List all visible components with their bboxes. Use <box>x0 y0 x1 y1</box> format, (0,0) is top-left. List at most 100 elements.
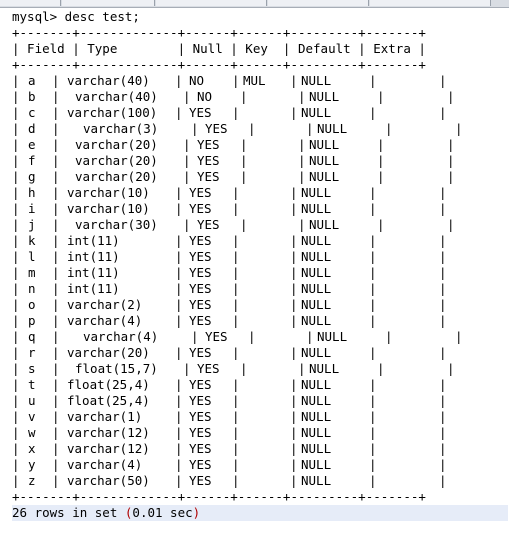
table-row: | | | | | | | f varchar(20) YES NULL <box>12 153 502 169</box>
column-separator: | <box>12 233 20 248</box>
cell-type: varchar(20) <box>75 169 158 184</box>
cell-type: varchar(12) <box>67 425 150 440</box>
column-separator: | <box>439 441 447 456</box>
column-separator: | <box>12 249 20 264</box>
table-row: | | | | | | | k int(11) YES NULL <box>12 233 502 249</box>
cell-null: YES <box>189 393 212 408</box>
cell-type: varchar(3) <box>83 121 159 136</box>
column-separator: | <box>52 169 60 184</box>
column-separator: | <box>12 329 20 344</box>
column-separator: | <box>385 329 393 344</box>
table-row: | | | | | | | y varchar(4) YES NULL <box>12 457 502 473</box>
cell-null: YES <box>197 137 220 152</box>
window-taskbar-strip <box>0 0 509 8</box>
column-separator: | <box>290 185 298 200</box>
column-separator: | <box>439 185 447 200</box>
cell-default: NULL <box>301 233 332 248</box>
column-separator: | <box>12 217 20 232</box>
cell-field: k <box>28 233 36 248</box>
column-separator: | <box>12 121 20 136</box>
column-separator: | <box>439 425 447 440</box>
column-separator: | <box>183 169 191 184</box>
column-separator: | <box>232 297 240 312</box>
cell-type: varchar(4) <box>67 313 143 328</box>
column-separator: | <box>175 201 183 216</box>
column-separator: | <box>240 361 248 376</box>
cell-null: YES <box>189 201 212 216</box>
column-separator: | <box>439 457 447 472</box>
table-row: | | | | | | | u float(25,4) YES NULL <box>12 393 502 409</box>
column-separator: | <box>290 73 298 88</box>
table-row: | | | | | | | w varchar(12) YES NULL <box>12 425 502 441</box>
column-separator: | <box>290 313 298 328</box>
table-row: | | | | | | | q varchar(4) YES NULL <box>12 329 502 345</box>
table-row: | | | | | | | z varchar(50) YES NULL <box>12 473 502 489</box>
cell-default: NULL <box>301 409 332 424</box>
cell-null: YES <box>189 265 212 280</box>
cell-default: NULL <box>301 441 332 456</box>
column-separator: | <box>52 361 60 376</box>
taskbar-tab[interactable] <box>268 0 369 6</box>
column-separator: | <box>290 425 298 440</box>
column-separator: | <box>377 169 385 184</box>
column-separator: | <box>12 441 20 456</box>
column-separator: | <box>52 137 60 152</box>
column-separator: | <box>12 313 20 328</box>
column-separator: | <box>298 153 306 168</box>
cell-null: YES <box>189 233 212 248</box>
cell-field: x <box>28 441 36 456</box>
column-separator: | <box>52 313 60 328</box>
column-separator: | <box>232 249 240 264</box>
cell-field: i <box>28 201 36 216</box>
column-separator: | <box>232 73 240 88</box>
cell-field: g <box>28 169 36 184</box>
column-separator: | <box>52 185 60 200</box>
column-separator: | <box>52 265 60 280</box>
column-separator: | <box>439 377 447 392</box>
column-separator: | <box>12 345 20 360</box>
cell-field: o <box>28 297 36 312</box>
taskbar-tab[interactable] <box>0 0 61 6</box>
taskbar-tab[interactable] <box>62 0 155 6</box>
column-separator: | <box>439 281 447 296</box>
column-separator: | <box>183 153 191 168</box>
cell-null: YES <box>189 473 212 488</box>
column-separator: | <box>175 297 183 312</box>
column-separator: | <box>369 281 377 296</box>
column-separator: | <box>175 313 183 328</box>
command-prompt: mysql> desc test; <box>12 9 140 24</box>
column-separator: | <box>439 73 447 88</box>
column-separator: | <box>52 105 60 120</box>
column-separator: | <box>248 121 256 136</box>
column-separator: | <box>175 441 183 456</box>
column-separator: | <box>232 425 240 440</box>
column-separator: | <box>52 329 60 344</box>
cell-null: YES <box>205 329 228 344</box>
column-separator: | <box>232 345 240 360</box>
column-separator: | <box>447 217 455 232</box>
cell-default: NULL <box>309 169 340 184</box>
column-separator: | <box>369 441 377 456</box>
column-separator: | <box>369 265 377 280</box>
summary-text: 26 rows in set (0.01 sec) <box>12 505 200 521</box>
cell-field: f <box>28 153 36 168</box>
taskbar-tab[interactable] <box>156 0 267 6</box>
column-separator: | <box>369 393 377 408</box>
cell-default: NULL <box>301 201 332 216</box>
cell-field: t <box>28 377 36 392</box>
table-border-top: +-------+-------------+------+------+---… <box>12 25 426 40</box>
column-separator: | <box>232 265 240 280</box>
table-border-bottom: +-------+-------------+------+------+---… <box>12 489 426 504</box>
column-separator: | <box>12 425 20 440</box>
cell-field: p <box>28 313 36 328</box>
cell-default: NULL <box>301 473 332 488</box>
cell-null: YES <box>189 281 212 296</box>
cell-type: varchar(10) <box>67 185 150 200</box>
cell-type: varchar(4) <box>83 329 159 344</box>
column-separator: | <box>12 153 20 168</box>
column-separator: | <box>232 201 240 216</box>
column-separator: | <box>240 89 248 104</box>
cell-type: varchar(50) <box>67 473 150 488</box>
taskbar-tab[interactable] <box>370 0 491 6</box>
column-separator: | <box>369 425 377 440</box>
